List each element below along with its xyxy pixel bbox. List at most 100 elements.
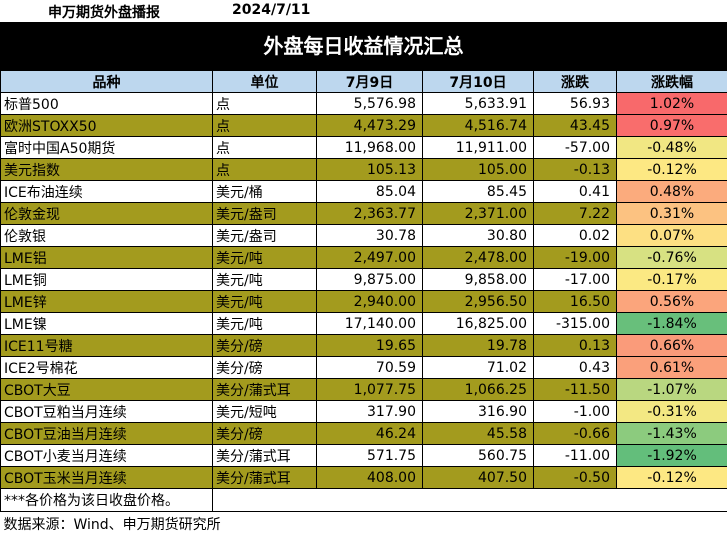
instrument-name: ICE11号糖 (1, 335, 213, 357)
change-cell: 0.43 (534, 357, 617, 379)
instrument-name: 标普500 (1, 93, 213, 115)
unit-cell: 美元/盎司 (213, 203, 317, 225)
instrument-name: 美元指数 (1, 159, 213, 181)
change-cell: -0.50 (534, 467, 617, 489)
table-source-row: 数据来源：Wind、申万期货研究所 (1, 512, 727, 536)
change-percent-cell: -1.43% (617, 423, 727, 445)
change-percent-cell: 0.66% (617, 335, 727, 357)
change-cell: 16.50 (534, 291, 617, 313)
instrument-name: CBOT小麦当月连续 (1, 445, 213, 467)
column-header: 7月9日 (317, 71, 423, 93)
price-jul9-cell: 85.04 (317, 181, 423, 203)
report-source-title: 申万期货外盘播报 (48, 2, 160, 22)
change-percent-cell: 0.31% (617, 203, 727, 225)
price-jul10-cell: 2,371.00 (423, 203, 534, 225)
change-cell: -11.00 (534, 445, 617, 467)
unit-cell: 美分/磅 (213, 335, 317, 357)
change-cell: 7.22 (534, 203, 617, 225)
price-jul9-cell: 17,140.00 (317, 313, 423, 335)
change-cell: -17.00 (534, 269, 617, 291)
price-jul10-cell: 30.80 (423, 225, 534, 247)
price-jul9-cell: 11,968.00 (317, 137, 423, 159)
instrument-name: CBOT豆油当月连续 (1, 423, 213, 445)
price-jul10-cell: 71.02 (423, 357, 534, 379)
table-note-row: ***各价格为该日收盘价格。 (1, 489, 727, 512)
instrument-name: CBOT豆粕当月连续 (1, 401, 213, 423)
change-cell: -57.00 (534, 137, 617, 159)
column-header: 单位 (213, 71, 317, 93)
price-jul10-cell: 407.50 (423, 467, 534, 489)
change-cell: 0.02 (534, 225, 617, 247)
note-spacer (213, 489, 727, 512)
instrument-name: 伦敦金现 (1, 203, 213, 225)
change-percent-cell: -0.17% (617, 269, 727, 291)
price-jul9-cell: 408.00 (317, 467, 423, 489)
unit-cell: 美分/磅 (213, 423, 317, 445)
column-header: 7月10日 (423, 71, 534, 93)
change-cell: -11.50 (534, 379, 617, 401)
price-jul9-cell: 2,940.00 (317, 291, 423, 313)
price-jul10-cell: 16,825.00 (423, 313, 534, 335)
change-cell: -19.00 (534, 247, 617, 269)
price-jul9-cell: 1,077.75 (317, 379, 423, 401)
unit-cell: 美元/吨 (213, 269, 317, 291)
price-jul9-cell: 571.75 (317, 445, 423, 467)
report-date: 2024/7/11 (232, 2, 310, 18)
price-jul9-cell: 4,473.29 (317, 115, 423, 137)
instrument-name: 伦敦银 (1, 225, 213, 247)
column-header: 品种 (1, 71, 213, 93)
change-percent-cell: 0.07% (617, 225, 727, 247)
instrument-name: LME铜 (1, 269, 213, 291)
change-percent-cell: -1.07% (617, 379, 727, 401)
instrument-name: ICE布油连续 (1, 181, 213, 203)
instrument-name: LME锌 (1, 291, 213, 313)
column-header: 涨跌 (534, 71, 617, 93)
price-jul9-cell: 105.13 (317, 159, 423, 181)
change-percent-cell: -0.12% (617, 159, 727, 181)
price-jul9-cell: 70.59 (317, 357, 423, 379)
unit-cell: 美元/吨 (213, 247, 317, 269)
change-percent-cell: -0.48% (617, 137, 727, 159)
report-header: 申万期货外盘播报 2024/7/11 (0, 0, 727, 22)
page-title: 外盘每日收益情况汇总 (0, 22, 727, 70)
price-jul10-cell: 45.58 (423, 423, 534, 445)
change-percent-cell: 0.97% (617, 115, 727, 137)
price-jul10-cell: 5,633.91 (423, 93, 534, 115)
price-jul10-cell: 19.78 (423, 335, 534, 357)
change-cell: -0.13 (534, 159, 617, 181)
price-note: ***各价格为该日收盘价格。 (1, 489, 213, 512)
unit-cell: 点 (213, 137, 317, 159)
price-jul10-cell: 4,516.74 (423, 115, 534, 137)
column-header: 涨跌幅 (617, 71, 727, 93)
unit-cell: 美分/蒲式耳 (213, 379, 317, 401)
unit-cell: 点 (213, 159, 317, 181)
unit-cell: 点 (213, 93, 317, 115)
change-percent-cell: -1.84% (617, 313, 727, 335)
change-cell: -1.00 (534, 401, 617, 423)
price-jul10-cell: 9,858.00 (423, 269, 534, 291)
instrument-name: CBOT大豆 (1, 379, 213, 401)
change-cell: 0.41 (534, 181, 617, 203)
change-cell: 56.93 (534, 93, 617, 115)
price-jul10-cell: 1,066.25 (423, 379, 534, 401)
instrument-name: 欧洲STOXX50 (1, 115, 213, 137)
change-cell: 43.45 (534, 115, 617, 137)
unit-cell: 美分/蒲式耳 (213, 445, 317, 467)
instrument-name: LME镍 (1, 313, 213, 335)
price-jul10-cell: 105.00 (423, 159, 534, 181)
price-jul9-cell: 30.78 (317, 225, 423, 247)
